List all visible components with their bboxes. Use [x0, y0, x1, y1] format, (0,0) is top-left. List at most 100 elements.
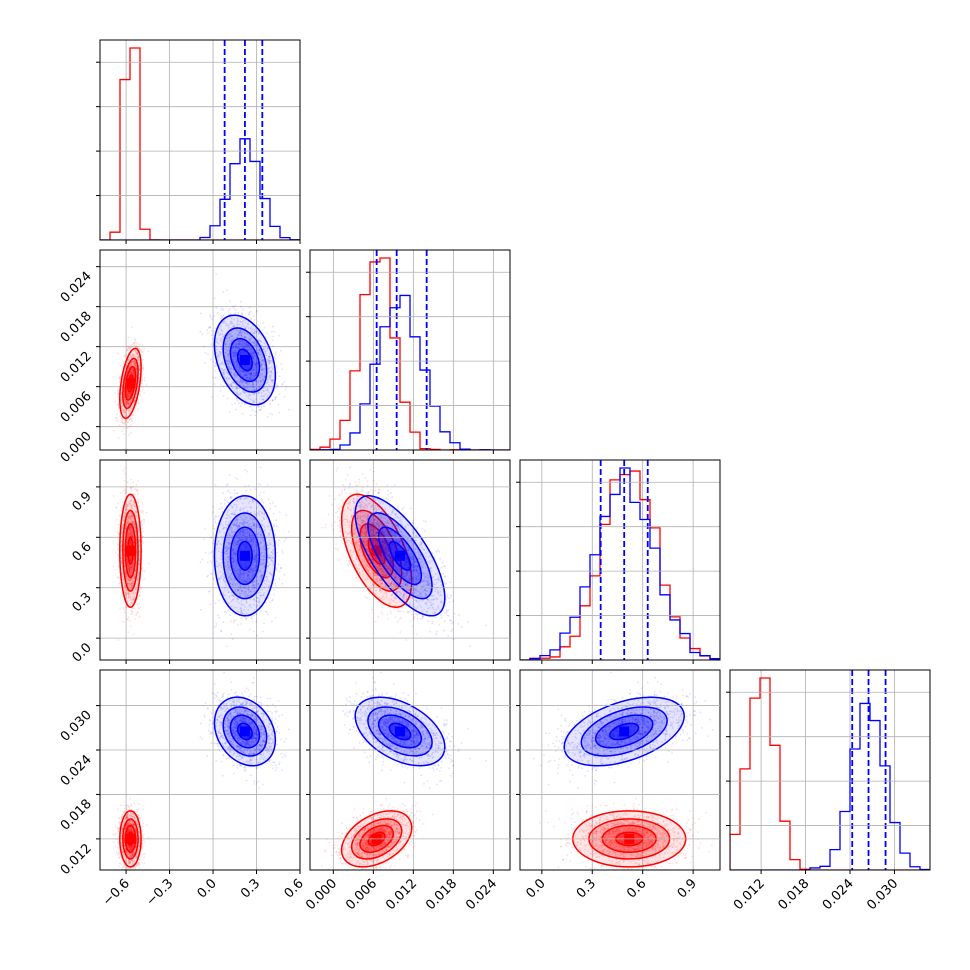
data-point [281, 368, 284, 371]
data-point [261, 364, 263, 366]
data-point [236, 320, 239, 323]
data-point [137, 356, 140, 358]
data-point [267, 359, 270, 362]
data-point [136, 351, 139, 354]
data-point [132, 503, 135, 506]
data-point [222, 309, 225, 312]
data-point [247, 372, 250, 374]
data-point [269, 355, 271, 358]
data-point [221, 333, 224, 336]
data-point [239, 343, 241, 346]
data-point [232, 345, 235, 348]
data-point [266, 347, 269, 350]
data-point [228, 365, 230, 368]
data-point [225, 337, 228, 340]
data-point [235, 361, 238, 363]
data-point [268, 370, 271, 373]
data-point [145, 384, 148, 386]
data-point [248, 338, 251, 341]
data-point [254, 368, 256, 371]
data-point [136, 525, 139, 528]
data-point [126, 391, 129, 394]
data-point [130, 345, 133, 348]
data-point [261, 360, 264, 362]
data-point [222, 369, 225, 372]
data-point [128, 569, 131, 572]
data-point [263, 363, 266, 365]
data-point [227, 363, 229, 366]
data-point [136, 579, 139, 581]
data-point [238, 366, 241, 369]
data-point [231, 322, 234, 325]
data-point [247, 323, 250, 326]
data-point [143, 391, 146, 394]
data-point [237, 369, 240, 371]
data-point [266, 415, 269, 418]
data-point [124, 473, 127, 475]
data-point [263, 405, 266, 408]
data-point [239, 392, 242, 395]
data-point [233, 351, 236, 354]
data-point [133, 493, 136, 495]
data-point [254, 362, 257, 365]
data-point [225, 360, 228, 363]
data-point [120, 419, 123, 422]
data-point [253, 363, 256, 366]
data-point [226, 343, 229, 346]
data-point [235, 352, 238, 354]
data-point [117, 404, 120, 407]
data-point [129, 574, 132, 577]
data-point [132, 371, 135, 374]
data-point [250, 372, 253, 374]
data-point [251, 368, 254, 370]
data-point [117, 543, 120, 546]
data-point [131, 372, 133, 375]
data-point [125, 408, 127, 411]
data-point [216, 356, 219, 359]
data-point [127, 366, 130, 369]
data-point [230, 366, 232, 369]
data-point [220, 317, 223, 320]
data-point [229, 313, 232, 315]
data-point [249, 372, 252, 375]
data-point [128, 412, 130, 415]
data-point [127, 396, 129, 399]
data-point [132, 370, 135, 373]
data-point [236, 319, 239, 322]
data-point [133, 596, 136, 599]
data-point [224, 498, 226, 501]
data-point [133, 363, 135, 366]
data-point [119, 364, 122, 367]
data-point [125, 592, 128, 595]
data-point [137, 344, 140, 347]
data-point [123, 355, 126, 358]
data-point [232, 338, 234, 341]
data-point [268, 359, 271, 362]
data-point [126, 560, 129, 563]
data-point [133, 360, 135, 363]
data-point [134, 366, 137, 369]
data-point [131, 564, 134, 567]
data-point [238, 353, 241, 356]
data-point [252, 342, 255, 344]
data-point [241, 343, 244, 346]
data-point [271, 339, 274, 342]
data-point [250, 347, 253, 350]
data-point [121, 422, 124, 425]
data-point [122, 409, 125, 411]
data-point [127, 515, 130, 518]
data-point [254, 363, 257, 366]
data-point [256, 362, 259, 364]
data-point [136, 408, 139, 411]
data-point [123, 411, 126, 414]
data-point [252, 357, 254, 360]
data-point [130, 565, 133, 568]
data-point [129, 515, 132, 518]
data-point [127, 393, 130, 395]
data-point [136, 346, 139, 349]
data-point [239, 379, 242, 381]
data-point [128, 568, 130, 570]
data-point [247, 366, 250, 369]
data-point [225, 350, 228, 352]
data-point [138, 358, 140, 361]
